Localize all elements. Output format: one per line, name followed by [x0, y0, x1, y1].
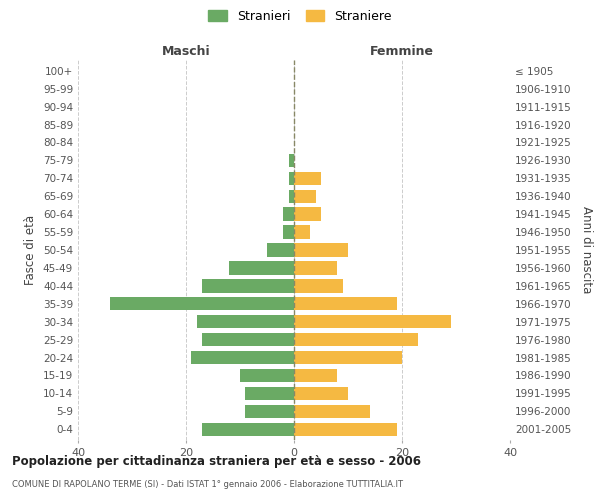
Bar	[294, 351, 402, 364]
Bar	[294, 422, 397, 436]
Bar	[294, 226, 310, 239]
Legend: Stranieri, Straniere: Stranieri, Straniere	[205, 6, 395, 26]
Bar	[294, 404, 370, 418]
Y-axis label: Fasce di età: Fasce di età	[25, 215, 37, 285]
Bar	[289, 172, 294, 185]
Bar	[294, 208, 321, 221]
Bar	[202, 279, 294, 292]
Bar	[283, 208, 294, 221]
Bar	[294, 261, 337, 274]
Text: Femmine: Femmine	[370, 45, 434, 58]
Bar	[289, 190, 294, 203]
Bar	[245, 404, 294, 418]
Y-axis label: Anni di nascita: Anni di nascita	[580, 206, 593, 294]
Bar	[202, 422, 294, 436]
Bar	[294, 333, 418, 346]
Bar	[191, 351, 294, 364]
Bar	[245, 386, 294, 400]
Bar	[294, 172, 321, 185]
Bar	[294, 297, 397, 310]
Bar	[289, 154, 294, 167]
Bar	[294, 386, 348, 400]
Bar	[294, 369, 337, 382]
Bar	[197, 315, 294, 328]
Bar	[294, 190, 316, 203]
Text: COMUNE DI RAPOLANO TERME (SI) - Dati ISTAT 1° gennaio 2006 - Elaborazione TUTTIT: COMUNE DI RAPOLANO TERME (SI) - Dati IST…	[12, 480, 403, 489]
Bar	[229, 261, 294, 274]
Bar	[294, 244, 348, 256]
Bar	[267, 244, 294, 256]
Bar	[294, 279, 343, 292]
Text: Popolazione per cittadinanza straniera per età e sesso - 2006: Popolazione per cittadinanza straniera p…	[12, 455, 421, 468]
Bar	[202, 333, 294, 346]
Text: Maschi: Maschi	[161, 45, 211, 58]
Bar	[283, 226, 294, 239]
Bar	[110, 297, 294, 310]
Bar	[240, 369, 294, 382]
Bar	[294, 315, 451, 328]
